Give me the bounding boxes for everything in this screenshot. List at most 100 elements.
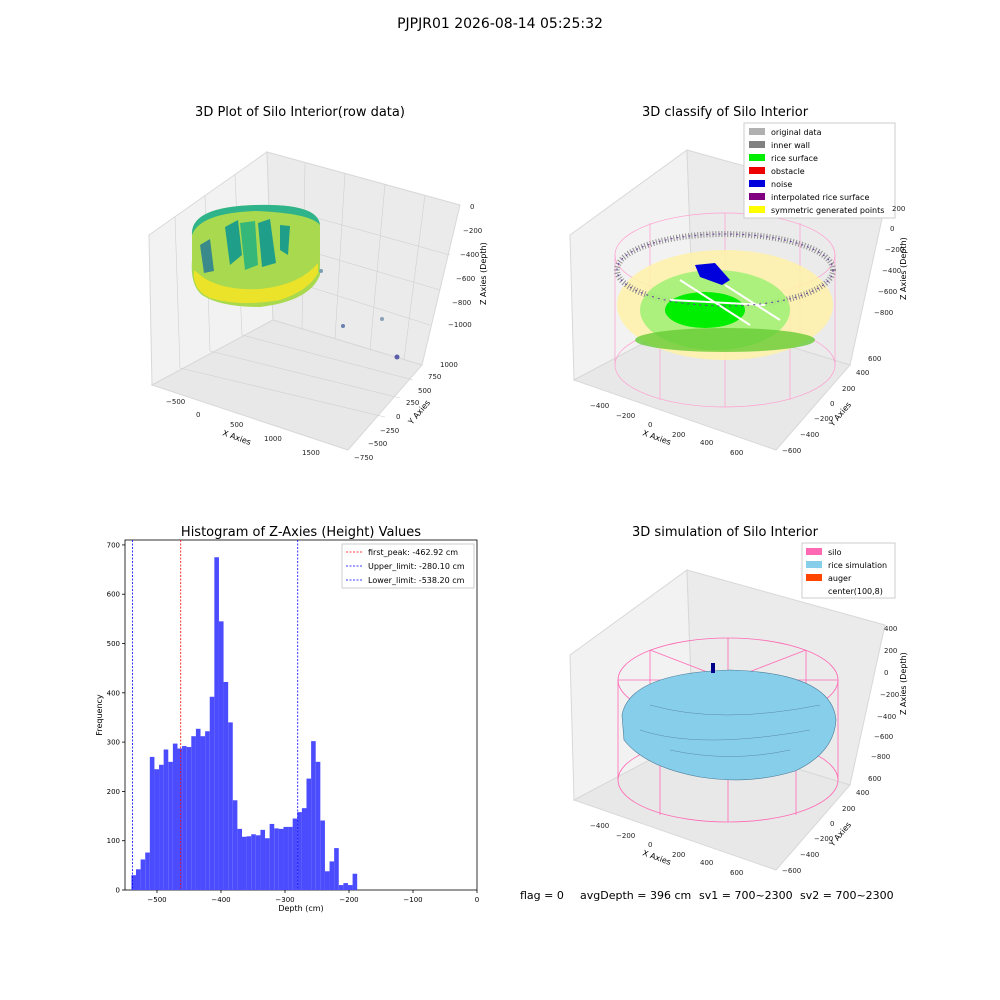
- raw-ztick: −800: [452, 299, 471, 307]
- hist-bar: [269, 823, 275, 890]
- classify-ztick: 0: [890, 225, 894, 233]
- hist-xtick-label: 0: [475, 896, 479, 904]
- hist-bar: [347, 885, 353, 890]
- raw-xtick: 0: [196, 411, 200, 419]
- sim-ztick: −400: [877, 713, 896, 721]
- legend-label: original data: [771, 128, 822, 137]
- classify-legend: original data inner wall rice surface ob…: [743, 122, 896, 219]
- hist-ytick-label: 0: [116, 887, 120, 895]
- sim-ztick: 200: [884, 647, 897, 655]
- hist-bar: [311, 741, 316, 890]
- hist-xtick-label: −300: [275, 896, 294, 904]
- hist-bar: [292, 818, 298, 890]
- legend-label: auger: [828, 574, 852, 583]
- hist-bar: [209, 696, 215, 890]
- classify-xtick: 600: [730, 449, 743, 457]
- hist-bar: [163, 749, 169, 890]
- raw-point-cloud: [191, 204, 320, 307]
- legend-label: symmetric generated points: [771, 206, 884, 215]
- legend-label: silo: [828, 548, 842, 557]
- raw-xtick: 1500: [302, 449, 320, 457]
- hist-bar: [255, 835, 261, 890]
- sim-ztick: 0: [884, 669, 888, 677]
- hist-bar: [274, 828, 279, 890]
- hist-bar: [205, 731, 210, 890]
- hist-ylabel: Frequency: [95, 694, 104, 736]
- classify-xlabel: X Axies: [641, 428, 672, 447]
- legend-label: obstacle: [771, 167, 805, 176]
- hist-bar: [218, 621, 224, 890]
- classify-ztick: 200: [892, 205, 905, 213]
- figure-suptitle: PJPJR01 2026-08-14 05:25:32: [397, 16, 603, 32]
- sim-rice-surface: [621, 669, 837, 781]
- sim-ztick: −600: [874, 733, 893, 741]
- status-flag: flag = 0: [520, 889, 564, 902]
- hist-legend: first_peak: -462.92 cm Upper_limit: -280…: [341, 543, 475, 589]
- hist-bar: [324, 871, 330, 890]
- legend-swatch: [749, 154, 765, 161]
- legend-label: Upper_limit: -280.10 cm: [368, 562, 465, 571]
- raw-xlabel: X Axies: [221, 428, 252, 447]
- raw-ztick: 0: [470, 203, 474, 211]
- raw-ytick: 750: [428, 373, 441, 381]
- classify-ztick: −600: [878, 288, 897, 296]
- raw-ytick: −250: [380, 427, 399, 435]
- raw-ytick: 1000: [440, 361, 458, 369]
- hist-bar: [223, 681, 229, 890]
- raw-outlier-points: [319, 269, 400, 360]
- hist-bar: [140, 859, 146, 890]
- hist-ytick-label: 100: [107, 837, 120, 845]
- status-sv1: sv1 = 700~2300: [699, 889, 793, 902]
- sim-ytick: 0: [830, 820, 834, 828]
- classify-xtick: 400: [700, 439, 713, 447]
- hist-bar: [177, 748, 183, 890]
- sim-xtick: 200: [672, 851, 685, 859]
- legend-label: inner wall: [771, 141, 810, 150]
- raw-ztick: −400: [460, 251, 479, 259]
- hist-xticks: −500 −400 −300 −200 −100 0: [147, 890, 479, 904]
- hist-bar: [172, 743, 178, 890]
- legend-label: center(100,8): [828, 587, 883, 596]
- sim-ytick: 200: [842, 805, 855, 813]
- hist-yticks: 0 100 200 300 400 500 600 700: [107, 541, 125, 895]
- hist-vlines: [132, 540, 299, 890]
- hist-bar: [154, 769, 160, 890]
- hist-bar: [329, 861, 335, 890]
- raw-ytick: −750: [354, 454, 373, 462]
- classify-point-cloud: [614, 231, 836, 360]
- hist-bar: [228, 722, 233, 890]
- raw-xtick: 500: [230, 421, 243, 429]
- classify-ytick: 200: [842, 385, 855, 393]
- hist-bar: [251, 834, 256, 890]
- hist-bar: [131, 875, 137, 890]
- hist-bar: [136, 869, 141, 890]
- classify-ztick: −200: [885, 246, 904, 254]
- sim-ztick: −800: [871, 753, 890, 761]
- raw-ztick: −1000: [448, 321, 472, 329]
- sim-xtick: 0: [648, 841, 652, 849]
- hist-xtick-label: −400: [211, 896, 230, 904]
- raw-pane-floor: [150, 319, 423, 451]
- hist-bar: [186, 747, 192, 890]
- raw-xtick: 1000: [264, 435, 282, 443]
- raw-zlabel: Z Axies (Depth): [479, 242, 488, 305]
- hist-bar: [338, 885, 344, 890]
- sim-xtick: 400: [700, 859, 713, 867]
- hist-bar: [260, 829, 266, 890]
- legend-label: interpolated rice surface: [771, 193, 869, 202]
- raw-plot-title: 3D Plot of Silo Interior(row data): [195, 105, 405, 120]
- sim-ytick: 600: [868, 775, 881, 783]
- classify-ytick: −400: [800, 431, 819, 439]
- legend-swatch: [749, 206, 765, 213]
- hist-bar: [168, 761, 173, 890]
- hist-bar: [320, 820, 325, 890]
- hist-ytick-label: 300: [107, 739, 120, 747]
- hist-bar: [200, 736, 206, 890]
- classify-xtick: −400: [590, 402, 609, 410]
- classify-title: 3D classify of Silo Interior: [642, 105, 809, 120]
- hist-bar: [159, 764, 164, 890]
- status-sv2: sv2 = 700~2300: [800, 889, 894, 902]
- classify-xtick: 200: [672, 431, 685, 439]
- legend-swatch: [806, 548, 822, 555]
- hist-xlabel: Depth (cm): [278, 904, 323, 913]
